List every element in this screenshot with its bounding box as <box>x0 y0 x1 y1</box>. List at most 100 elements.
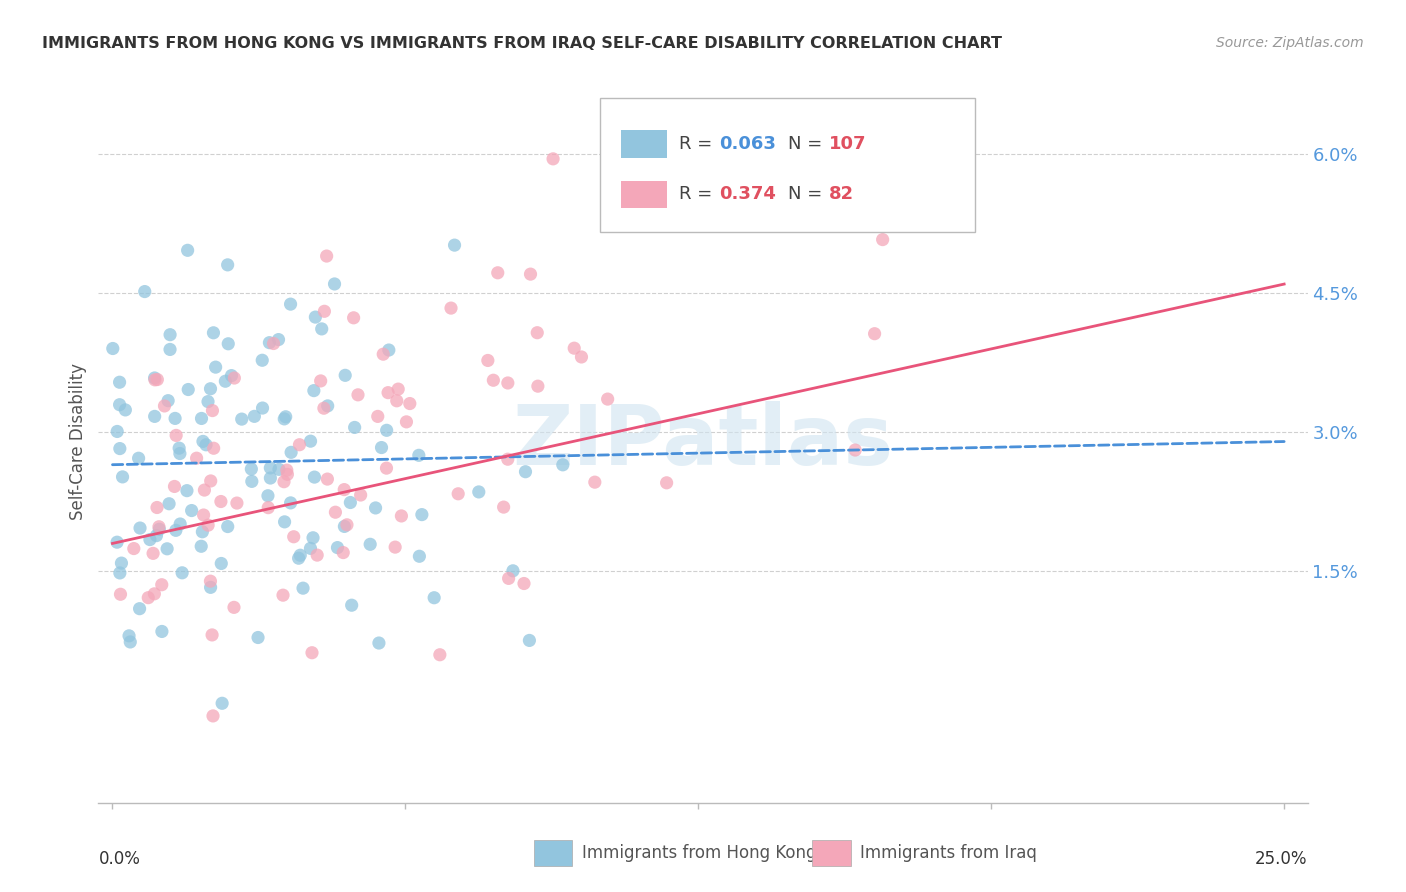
Point <box>217 258 239 272</box>
Point <box>222 600 245 615</box>
Point <box>252 401 274 415</box>
Point <box>146 500 169 515</box>
Point <box>136 591 159 605</box>
Point <box>364 500 387 515</box>
Point <box>128 601 150 615</box>
Point <box>217 336 239 351</box>
Point <box>274 409 297 424</box>
Point <box>339 495 361 509</box>
Point <box>299 541 322 556</box>
Point <box>172 566 194 580</box>
Point <box>844 443 866 458</box>
Point <box>326 541 349 555</box>
Point <box>143 409 166 424</box>
Point <box>273 475 295 489</box>
Point <box>288 438 311 452</box>
Point <box>408 549 430 564</box>
Point <box>316 399 339 413</box>
Point <box>247 631 270 645</box>
Point <box>263 336 285 351</box>
Point <box>304 310 326 324</box>
Point <box>169 446 191 460</box>
FancyBboxPatch shape <box>621 181 666 208</box>
Point <box>191 524 214 539</box>
Point <box>197 394 219 409</box>
Point <box>240 475 263 489</box>
Point <box>143 371 166 385</box>
Point <box>273 515 295 529</box>
Text: N =: N = <box>787 186 828 203</box>
Text: Immigrants from Iraq: Immigrants from Iraq <box>860 844 1038 862</box>
Point <box>143 587 166 601</box>
Point <box>408 448 430 462</box>
Point <box>134 285 156 299</box>
Point <box>226 496 249 510</box>
Text: 82: 82 <box>828 186 853 203</box>
Point <box>340 598 363 612</box>
Point <box>197 518 219 533</box>
Point <box>332 545 354 559</box>
Point <box>204 360 226 375</box>
Point <box>385 393 408 408</box>
Point <box>217 519 239 533</box>
Point <box>200 580 222 594</box>
Text: 107: 107 <box>828 135 866 153</box>
Point <box>863 326 886 341</box>
Point <box>142 546 165 560</box>
Point <box>571 350 593 364</box>
Point <box>384 540 406 554</box>
Point <box>176 483 198 498</box>
Point <box>302 531 325 545</box>
Point <box>193 483 215 497</box>
Point <box>165 524 187 538</box>
Point <box>118 629 141 643</box>
Point <box>389 508 412 523</box>
Point <box>165 411 187 425</box>
Point <box>231 412 253 426</box>
Point <box>150 624 173 639</box>
Point <box>156 541 179 556</box>
Point <box>515 465 537 479</box>
Text: Immigrants from Hong Kong: Immigrants from Hong Kong <box>582 844 817 862</box>
Text: ZIPatlas: ZIPatlas <box>513 401 893 482</box>
Point <box>157 393 180 408</box>
Point <box>443 238 465 252</box>
Point <box>259 471 281 485</box>
Point <box>224 371 246 385</box>
Point <box>177 383 200 397</box>
Point <box>101 342 124 356</box>
Point <box>280 297 302 311</box>
Point <box>359 537 381 551</box>
Point <box>513 576 536 591</box>
Point <box>267 333 290 347</box>
Point <box>596 392 619 406</box>
Point <box>347 388 370 402</box>
Point <box>309 374 332 388</box>
Point <box>292 581 315 595</box>
Point <box>167 441 190 455</box>
Point <box>108 442 131 456</box>
Point <box>271 588 294 602</box>
Point <box>316 472 339 486</box>
Point <box>323 277 346 291</box>
Point <box>153 399 176 413</box>
Point <box>429 648 451 662</box>
Text: IMMIGRANTS FROM HONG KONG VS IMMIGRANTS FROM IRAQ SELF-CARE DISABILITY CORRELATI: IMMIGRANTS FROM HONG KONG VS IMMIGRANTS … <box>42 36 1002 51</box>
Text: Source: ZipAtlas.com: Source: ZipAtlas.com <box>1216 36 1364 50</box>
Point <box>108 376 131 390</box>
Point <box>541 152 564 166</box>
Point <box>496 376 519 390</box>
Point <box>333 483 356 497</box>
Point <box>186 451 208 466</box>
Point <box>562 341 585 355</box>
Point <box>214 374 236 388</box>
Point <box>122 541 145 556</box>
Point <box>315 249 337 263</box>
Point <box>200 382 222 396</box>
Point <box>259 335 281 350</box>
Point <box>423 591 446 605</box>
Point <box>325 505 347 519</box>
Point <box>496 452 519 467</box>
Point <box>273 412 295 426</box>
Point <box>190 411 212 425</box>
